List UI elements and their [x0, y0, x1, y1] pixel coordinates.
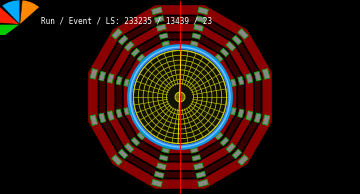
Polygon shape: [125, 143, 134, 152]
Polygon shape: [226, 42, 235, 51]
Polygon shape: [262, 115, 270, 126]
Polygon shape: [254, 71, 261, 81]
Polygon shape: [118, 35, 128, 45]
Polygon shape: [124, 107, 129, 115]
Polygon shape: [238, 155, 248, 165]
Polygon shape: [131, 48, 140, 57]
Polygon shape: [194, 24, 203, 31]
Polygon shape: [226, 143, 235, 152]
Circle shape: [134, 50, 226, 144]
Polygon shape: [154, 171, 164, 178]
Polygon shape: [131, 137, 140, 146]
Polygon shape: [124, 79, 129, 87]
Polygon shape: [198, 7, 208, 15]
Polygon shape: [90, 68, 98, 79]
Polygon shape: [220, 48, 229, 57]
Polygon shape: [137, 54, 145, 62]
Polygon shape: [99, 16, 261, 178]
Polygon shape: [215, 54, 223, 62]
Polygon shape: [196, 16, 206, 23]
Wedge shape: [0, 24, 20, 40]
Polygon shape: [231, 107, 236, 115]
Polygon shape: [232, 35, 242, 45]
Polygon shape: [152, 7, 162, 15]
Polygon shape: [232, 149, 242, 159]
Polygon shape: [190, 41, 198, 46]
Polygon shape: [192, 33, 201, 39]
Circle shape: [175, 92, 185, 102]
Polygon shape: [220, 137, 229, 146]
Polygon shape: [162, 41, 170, 46]
Polygon shape: [192, 155, 201, 161]
Text: Run / Event / LS: 233235 / 13439 / 23: Run / Event / LS: 233235 / 13439 / 23: [41, 16, 212, 25]
Polygon shape: [137, 132, 145, 140]
Polygon shape: [116, 109, 122, 118]
Polygon shape: [246, 74, 253, 83]
Wedge shape: [0, 7, 20, 24]
Polygon shape: [162, 148, 170, 153]
Polygon shape: [107, 111, 114, 120]
Polygon shape: [238, 109, 244, 118]
Polygon shape: [231, 79, 236, 87]
Polygon shape: [215, 132, 223, 140]
Polygon shape: [152, 179, 162, 187]
Polygon shape: [118, 149, 128, 159]
Polygon shape: [254, 113, 261, 123]
Polygon shape: [116, 76, 122, 85]
Polygon shape: [159, 155, 168, 161]
Polygon shape: [99, 71, 106, 81]
Polygon shape: [159, 33, 168, 39]
Wedge shape: [20, 0, 39, 24]
Polygon shape: [124, 41, 236, 153]
Polygon shape: [196, 171, 206, 178]
Polygon shape: [194, 163, 203, 170]
Wedge shape: [2, 0, 20, 24]
Polygon shape: [154, 16, 164, 23]
Polygon shape: [112, 155, 122, 165]
Polygon shape: [116, 33, 244, 161]
Polygon shape: [157, 163, 166, 170]
Polygon shape: [157, 24, 166, 31]
Polygon shape: [125, 42, 134, 51]
Polygon shape: [107, 74, 114, 83]
Polygon shape: [262, 68, 270, 79]
Polygon shape: [112, 29, 122, 39]
Polygon shape: [99, 113, 106, 123]
Polygon shape: [88, 5, 272, 189]
Polygon shape: [90, 115, 98, 126]
Polygon shape: [198, 179, 208, 187]
Polygon shape: [190, 148, 198, 153]
Polygon shape: [107, 24, 253, 170]
Polygon shape: [246, 111, 253, 120]
Polygon shape: [238, 29, 248, 39]
Polygon shape: [238, 76, 244, 85]
